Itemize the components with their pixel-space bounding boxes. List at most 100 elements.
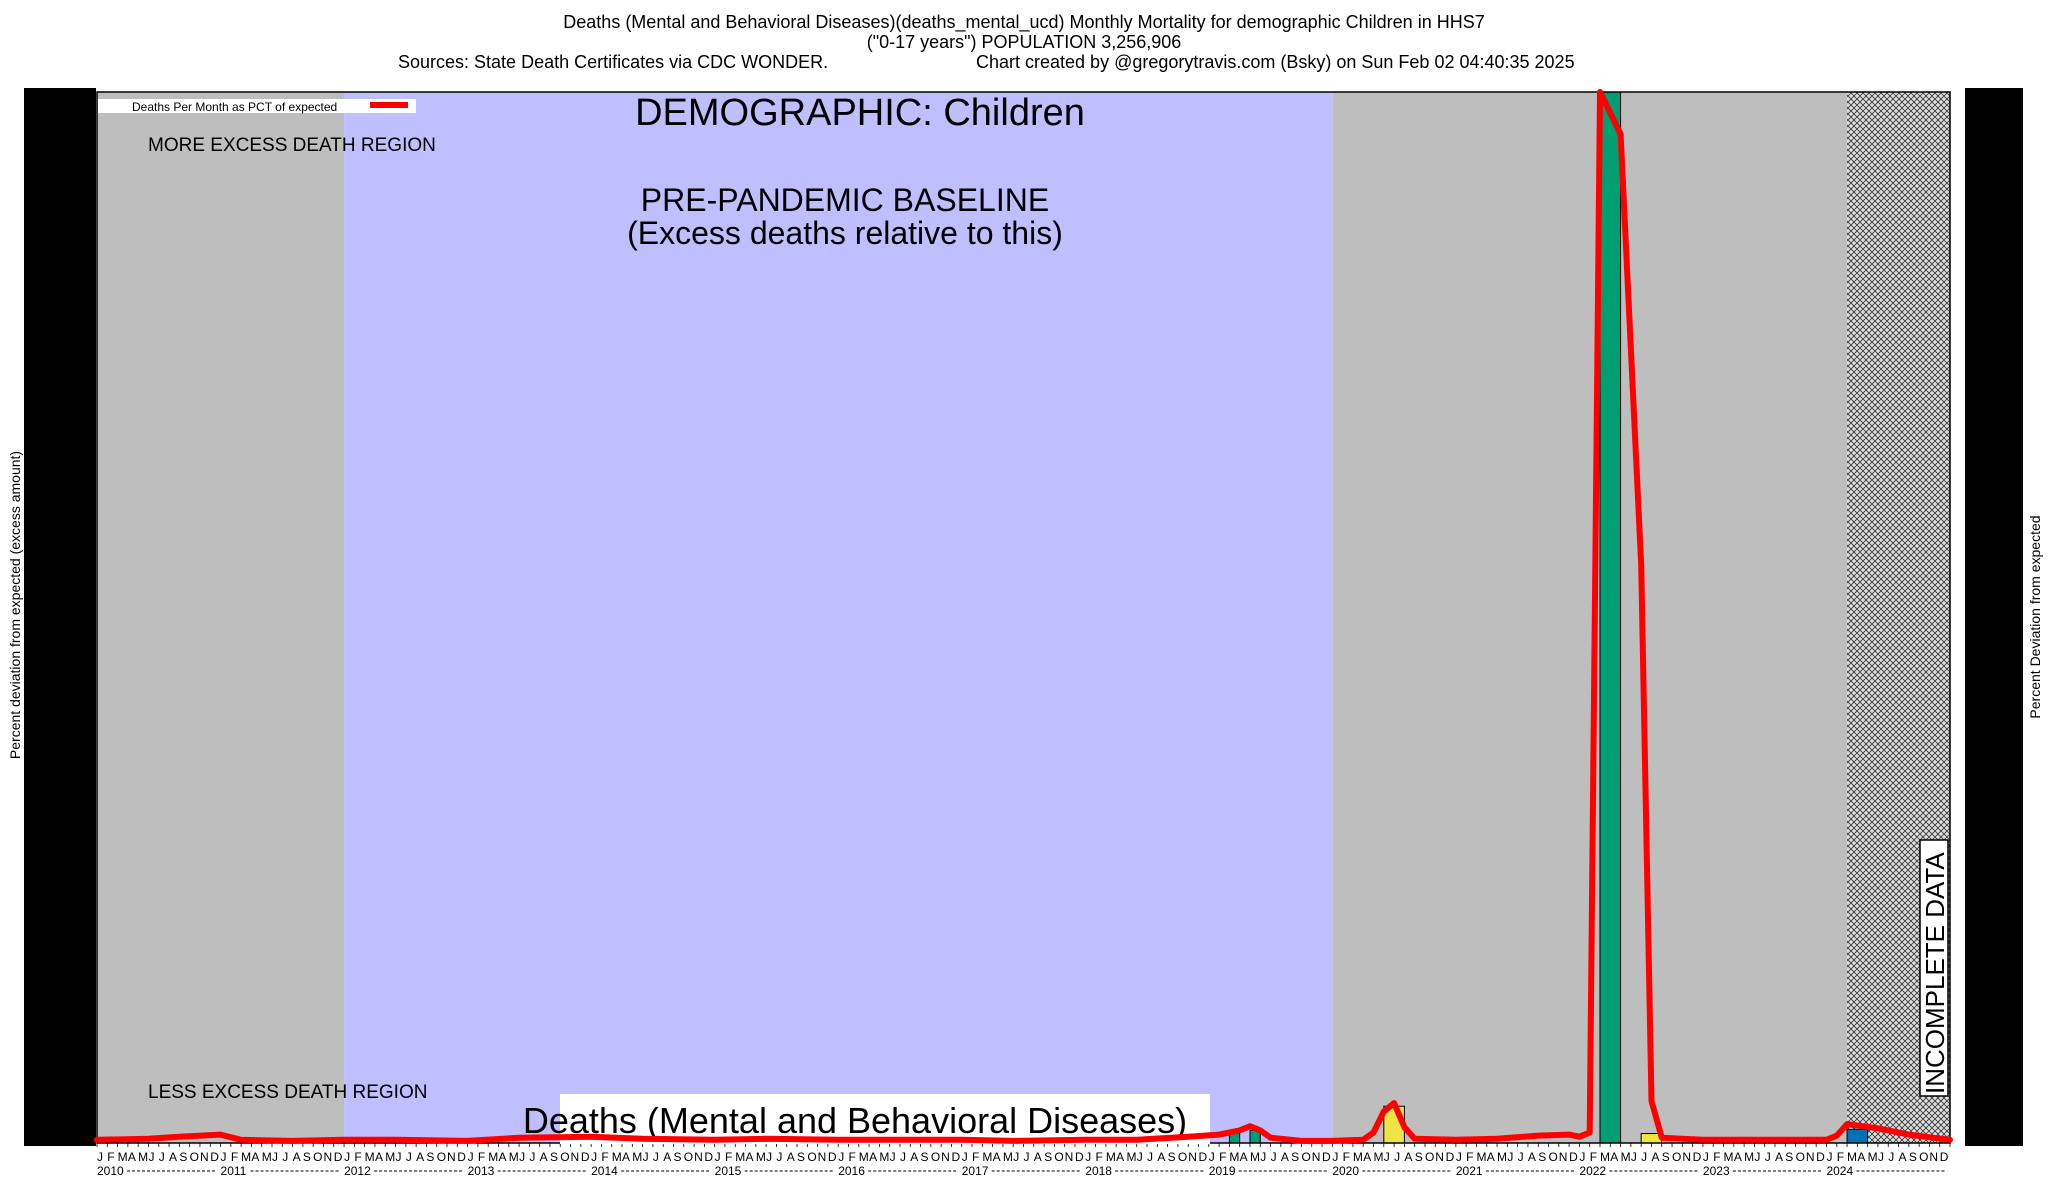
month-tick-label: J (519, 1150, 525, 1164)
month-tick-label: J (766, 1150, 772, 1164)
month-tick-label: M (1476, 1150, 1486, 1164)
month-tick-label: S (797, 1150, 805, 1164)
sources-text: Sources: State Death Certificates via CD… (398, 52, 829, 72)
year-tick-label-2012: 2012 (344, 1164, 371, 1178)
month-tick-label: M (1250, 1150, 1260, 1164)
year-tick-label-2014: 2014 (591, 1164, 618, 1178)
month-tick-label: M (1106, 1150, 1116, 1164)
month-tick-label: A (1404, 1150, 1412, 1164)
month-tick-label: J (653, 1150, 659, 1164)
month-tick-label: F (848, 1150, 855, 1164)
month-tick-label: D (1446, 1150, 1455, 1164)
month-tick-label: M (612, 1150, 622, 1164)
month-tick-label: A (1528, 1150, 1536, 1164)
month-tick-label: A (1899, 1150, 1907, 1164)
month-tick-label: M (756, 1150, 766, 1164)
month-tick-label: D (704, 1150, 713, 1164)
year-tick-label-2015: 2015 (715, 1164, 742, 1178)
month-tick-label: D (457, 1150, 466, 1164)
month-tick-label: N (694, 1150, 703, 1164)
year-tick-label-2020: 2020 (1332, 1164, 1359, 1178)
month-tick-label: A (169, 1150, 177, 1164)
month-tick-label: N (1559, 1150, 1568, 1164)
month-tick-label: A (1240, 1150, 1248, 1164)
month-tick-label: A (1363, 1150, 1371, 1164)
month-tick-label: O (1425, 1150, 1434, 1164)
month-tick-label: J (1260, 1150, 1266, 1164)
month-tick-label: J (344, 1150, 350, 1164)
left-tick-ruler (30, 88, 96, 1146)
month-tick-label: S (303, 1150, 311, 1164)
month-tick-label: O (1796, 1150, 1805, 1164)
year-tick-label-2011: 2011 (221, 1164, 247, 1178)
month-tick-label: S (1168, 1150, 1176, 1164)
month-tick-label: D (1693, 1150, 1702, 1164)
year-tick-label-2021: 2021 (1456, 1164, 1483, 1178)
month-tick-label: N (323, 1150, 332, 1164)
month-tick-label: A (1157, 1150, 1165, 1164)
month-tick-label: A (1610, 1150, 1618, 1164)
month-tick-label: A (1775, 1150, 1783, 1164)
credit-text: Chart created by @gregorytravis.com (Bsk… (976, 52, 1575, 72)
month-tick-label: O (190, 1150, 199, 1164)
month-tick-label: S (1785, 1150, 1793, 1164)
month-tick-label: J (838, 1150, 844, 1164)
month-tick-label: S (1415, 1150, 1423, 1164)
chart-header-line2: ("0-17 years") POPULATION 3,256,906 (866, 32, 1182, 52)
month-tick-label: D (1569, 1150, 1578, 1164)
month-tick-label: M (879, 1150, 889, 1164)
month-tick-label: O (1672, 1150, 1681, 1164)
month-tick-label: F (972, 1150, 979, 1164)
month-tick-label: D (828, 1150, 837, 1164)
year-tick-label-2016: 2016 (838, 1164, 865, 1178)
month-tick-label: J (1147, 1150, 1153, 1164)
month-tick-label: N (1806, 1150, 1815, 1164)
baseline-label-line2: (Excess deaths relative to this) (627, 215, 1063, 251)
year-tick-label-2023: 2023 (1703, 1164, 1730, 1178)
month-tick-label: J (272, 1150, 278, 1164)
month-tick-label: O (1054, 1150, 1063, 1164)
month-tick-label: O (684, 1150, 693, 1164)
month-tick-label: F (1219, 1150, 1226, 1164)
chart-subtitle: Deaths (Mental and Behavioral Diseases) (523, 1100, 1187, 1141)
month-tick-label: A (251, 1150, 259, 1164)
month-tick-label: J (221, 1150, 227, 1164)
month-tick-label: J (1579, 1150, 1585, 1164)
left-tick-edge (24, 88, 32, 1146)
year-tick-label-2024: 2024 (1826, 1164, 1853, 1178)
month-tick-label: F (1096, 1150, 1103, 1164)
month-tick-label: S (673, 1150, 681, 1164)
month-tick-label: J (1518, 1150, 1524, 1164)
month-tick-label: J (776, 1150, 782, 1164)
month-tick-label: J (1384, 1150, 1390, 1164)
month-tick-label: M (1847, 1150, 1857, 1164)
month-tick-label: F (1590, 1150, 1597, 1164)
month-tick-label: M (1374, 1150, 1384, 1164)
month-tick-label: M (1724, 1150, 1734, 1164)
month-tick-label: J (1085, 1150, 1091, 1164)
month-tick-label: J (643, 1150, 649, 1164)
month-tick-label: M (632, 1150, 642, 1164)
month-tick-label: A (1651, 1150, 1659, 1164)
month-tick-label: J (1703, 1150, 1709, 1164)
month-tick-label: J (1137, 1150, 1143, 1164)
month-tick-label: A (1857, 1150, 1865, 1164)
month-tick-label: A (869, 1150, 877, 1164)
month-tick-label: D (951, 1150, 960, 1164)
month-tick-label: A (375, 1150, 383, 1164)
year-tick-label-2019: 2019 (1209, 1164, 1236, 1178)
month-tick-label: J (282, 1150, 288, 1164)
y-axis-label-right: Percent Deviation from expected (2027, 515, 2043, 718)
year-tick-label-2018: 2018 (1085, 1164, 1112, 1178)
month-tick-label: D (334, 1150, 343, 1164)
month-tick-label: A (293, 1150, 301, 1164)
chart-header-line1: Deaths (Mental and Behavioral Diseases)(… (563, 12, 1485, 32)
month-tick-label: O (1301, 1150, 1310, 1164)
more-excess-label: MORE EXCESS DEATH REGION (148, 135, 436, 156)
less-excess-label: LESS EXCESS DEATH REGION (148, 1082, 427, 1103)
month-tick-label: N (1435, 1150, 1444, 1164)
month-tick-label: D (581, 1150, 590, 1164)
month-tick-label: N (1682, 1150, 1691, 1164)
chart-header-line3: Sources: State Death Certificates via CD… (0, 52, 2048, 74)
